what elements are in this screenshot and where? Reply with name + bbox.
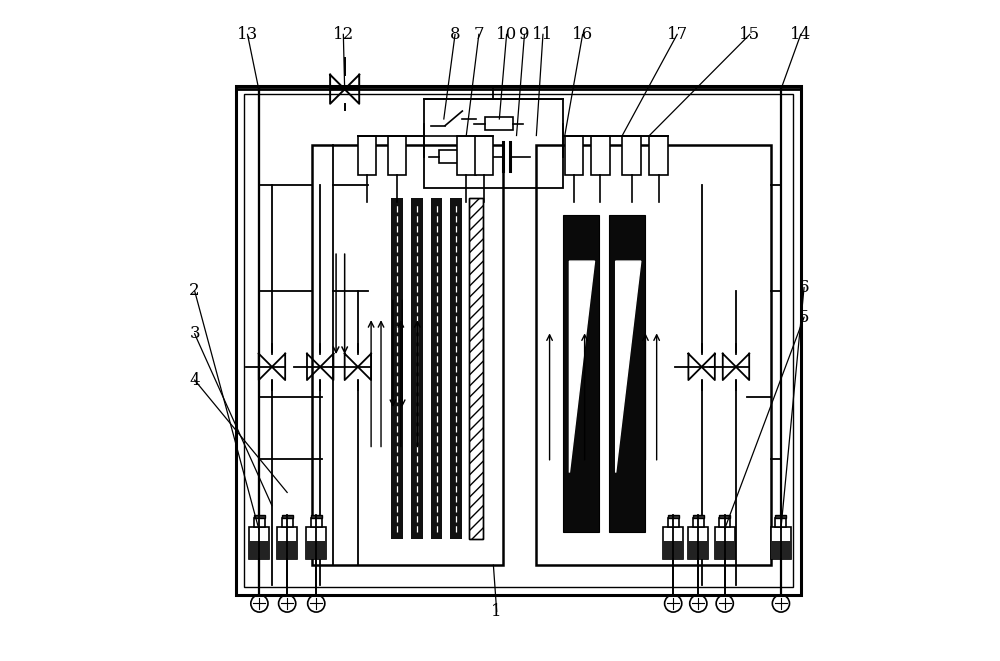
Bar <box>450 198 462 539</box>
Text: 10: 10 <box>496 26 517 43</box>
Bar <box>693 518 704 527</box>
Bar <box>254 515 265 518</box>
Text: 7: 7 <box>474 26 484 43</box>
Bar <box>475 136 493 175</box>
Bar <box>688 527 708 559</box>
Bar <box>771 527 791 559</box>
Bar <box>282 515 293 518</box>
Bar <box>312 145 503 565</box>
Bar <box>306 527 326 559</box>
Bar <box>358 136 376 175</box>
Bar <box>649 136 668 175</box>
Bar <box>775 515 786 518</box>
Text: 4: 4 <box>189 371 200 389</box>
Polygon shape <box>616 261 641 473</box>
Bar <box>715 541 735 559</box>
Bar <box>563 215 599 532</box>
Bar <box>311 518 322 527</box>
Bar <box>668 515 679 518</box>
Bar <box>668 518 679 527</box>
Bar <box>693 515 704 518</box>
Bar <box>469 198 483 539</box>
Bar <box>244 94 793 587</box>
Text: 8: 8 <box>450 26 460 43</box>
Bar <box>249 541 269 559</box>
Bar <box>306 541 326 559</box>
Bar <box>663 527 683 559</box>
Bar <box>282 518 293 527</box>
Text: 16: 16 <box>572 26 593 43</box>
Bar <box>609 215 645 532</box>
Bar <box>622 136 641 175</box>
Bar <box>688 541 708 559</box>
Text: 6: 6 <box>799 279 809 296</box>
Bar <box>254 518 265 527</box>
Text: 12: 12 <box>333 26 354 43</box>
Bar <box>311 515 322 518</box>
Text: 14: 14 <box>790 26 811 43</box>
Text: 1: 1 <box>491 603 502 620</box>
Bar <box>771 541 791 559</box>
Bar <box>439 150 467 163</box>
Bar <box>719 515 730 518</box>
Bar <box>719 518 730 527</box>
Text: 13: 13 <box>237 26 258 43</box>
Bar <box>775 518 786 527</box>
Bar <box>277 541 297 559</box>
Polygon shape <box>569 261 595 473</box>
Bar <box>431 198 442 539</box>
Bar <box>388 136 406 175</box>
Bar <box>277 527 297 559</box>
Bar <box>565 136 583 175</box>
Bar <box>411 198 423 539</box>
Bar <box>536 145 771 565</box>
Text: 9: 9 <box>519 26 530 43</box>
Bar <box>424 99 563 188</box>
Text: 3: 3 <box>189 325 200 342</box>
Bar <box>715 527 735 559</box>
Text: 17: 17 <box>667 26 688 43</box>
Bar <box>469 198 483 539</box>
Bar <box>457 136 476 175</box>
Text: 2: 2 <box>189 282 200 299</box>
Bar <box>391 198 403 539</box>
Bar <box>485 117 513 130</box>
Bar <box>663 541 683 559</box>
Bar <box>236 86 801 595</box>
Bar <box>591 136 610 175</box>
Text: 15: 15 <box>739 26 760 43</box>
Text: 5: 5 <box>799 309 809 326</box>
Text: 11: 11 <box>532 26 554 43</box>
Bar <box>249 527 269 559</box>
